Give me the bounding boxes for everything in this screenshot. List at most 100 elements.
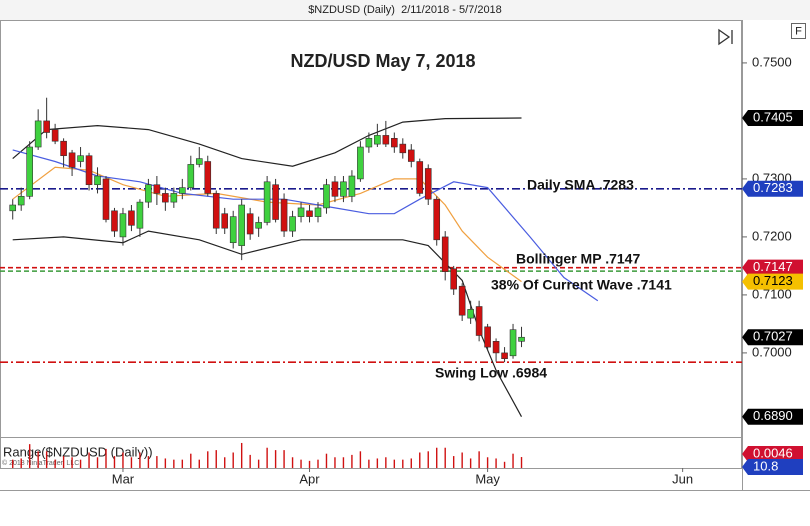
price-flag (742, 408, 803, 425)
range-bar (317, 459, 319, 468)
candle-body (518, 336, 525, 342)
annotation: Daily SMA .7283 (527, 177, 634, 193)
candle-body (289, 216, 296, 232)
candle-body (246, 213, 254, 235)
candle-body (492, 341, 500, 354)
candle-body (357, 146, 364, 180)
candle-body (128, 210, 135, 226)
range-bar (410, 458, 412, 468)
candle-body (374, 135, 381, 145)
candle-body (34, 120, 42, 148)
plot-frame (0, 20, 742, 469)
candle-body (94, 175, 101, 186)
range-bar (79, 459, 82, 468)
range-bar (452, 456, 455, 468)
candle-body (195, 158, 203, 165)
copyright: © 2018 NinjaTrader, LLC (2, 459, 79, 467)
play-icon[interactable] (718, 28, 733, 46)
range-bar (173, 459, 175, 468)
candle-body (272, 184, 279, 220)
range-bar (325, 453, 328, 468)
range-bar (147, 456, 150, 468)
candle-body (60, 140, 67, 157)
candle-body (458, 285, 466, 316)
price-flag (742, 259, 803, 276)
candle-body (399, 143, 407, 154)
candle-body (221, 213, 229, 229)
candle-body (255, 222, 262, 229)
range-bar (291, 457, 294, 468)
candle-body (314, 207, 322, 217)
price-flag-label: 0.7405 (753, 109, 793, 124)
range-bar (495, 458, 497, 468)
range-bar (164, 458, 167, 468)
candle-body (416, 161, 424, 194)
candle-body (263, 181, 271, 223)
candle-body (238, 204, 245, 246)
y-tick-label: 0.7500 (752, 54, 792, 69)
range-bar (478, 451, 480, 468)
candle-body (365, 138, 373, 148)
candle-body (484, 326, 491, 348)
range-bar (190, 453, 192, 468)
range-bar (71, 457, 73, 468)
range-bar (376, 458, 379, 468)
y-tick-label: 0.7200 (752, 228, 792, 243)
range-bar (181, 459, 184, 468)
range-bar (54, 459, 56, 468)
range-bar (469, 458, 472, 468)
range-bar (308, 460, 311, 468)
candle-body (162, 193, 169, 203)
range-bar (351, 454, 353, 468)
y-tick-label: 0.7100 (752, 286, 792, 301)
range-bar (249, 454, 251, 468)
price-flag-label: 10.8 (753, 458, 778, 473)
header-bar (0, 0, 810, 20)
range-bar (368, 459, 370, 468)
x-tick-label: Jun (672, 471, 693, 486)
range-bar (419, 452, 421, 468)
range-bar (198, 459, 200, 468)
candle-body (297, 207, 305, 217)
range-bar (503, 461, 506, 468)
range-bar (224, 457, 226, 468)
candle-body (450, 268, 457, 290)
range-bar (300, 459, 302, 468)
f-button[interactable] (791, 23, 806, 39)
x-tick-label: May (475, 471, 500, 486)
range-bar (62, 456, 65, 468)
candle-body (391, 138, 398, 148)
range-bar (334, 457, 336, 468)
range-bar (512, 453, 514, 468)
candle-body (509, 329, 517, 357)
candle-body (424, 168, 432, 200)
candle-body (340, 181, 347, 197)
x-tick-label: Apr (299, 471, 320, 486)
price-flag-label: 0.7123 (753, 273, 793, 288)
range-bar (130, 457, 133, 468)
price-flag (742, 329, 803, 346)
range-bar (402, 459, 404, 468)
y-tick-label: 0.7000 (752, 344, 792, 359)
overlay-line (12, 117, 522, 167)
range-bar (520, 457, 523, 468)
range-bar (88, 452, 90, 468)
range-bar (12, 459, 14, 468)
candle-body (170, 193, 178, 203)
candle-body (348, 175, 356, 197)
candle-body (331, 181, 339, 197)
candle-body (17, 196, 25, 206)
range-bar (156, 456, 158, 468)
range-bar (37, 451, 39, 468)
candle-body (323, 184, 330, 209)
range-bar (105, 448, 107, 468)
range-bar (207, 451, 209, 468)
candle-body (382, 135, 390, 145)
price-flag-label: 0.6890 (753, 408, 793, 423)
header: $NZDUSD (Daily) 2/11/2018 - 5/7/2018 (308, 4, 502, 16)
annotation: 38% Of Current Wave .7141 (491, 277, 672, 293)
candle-body (280, 198, 288, 232)
